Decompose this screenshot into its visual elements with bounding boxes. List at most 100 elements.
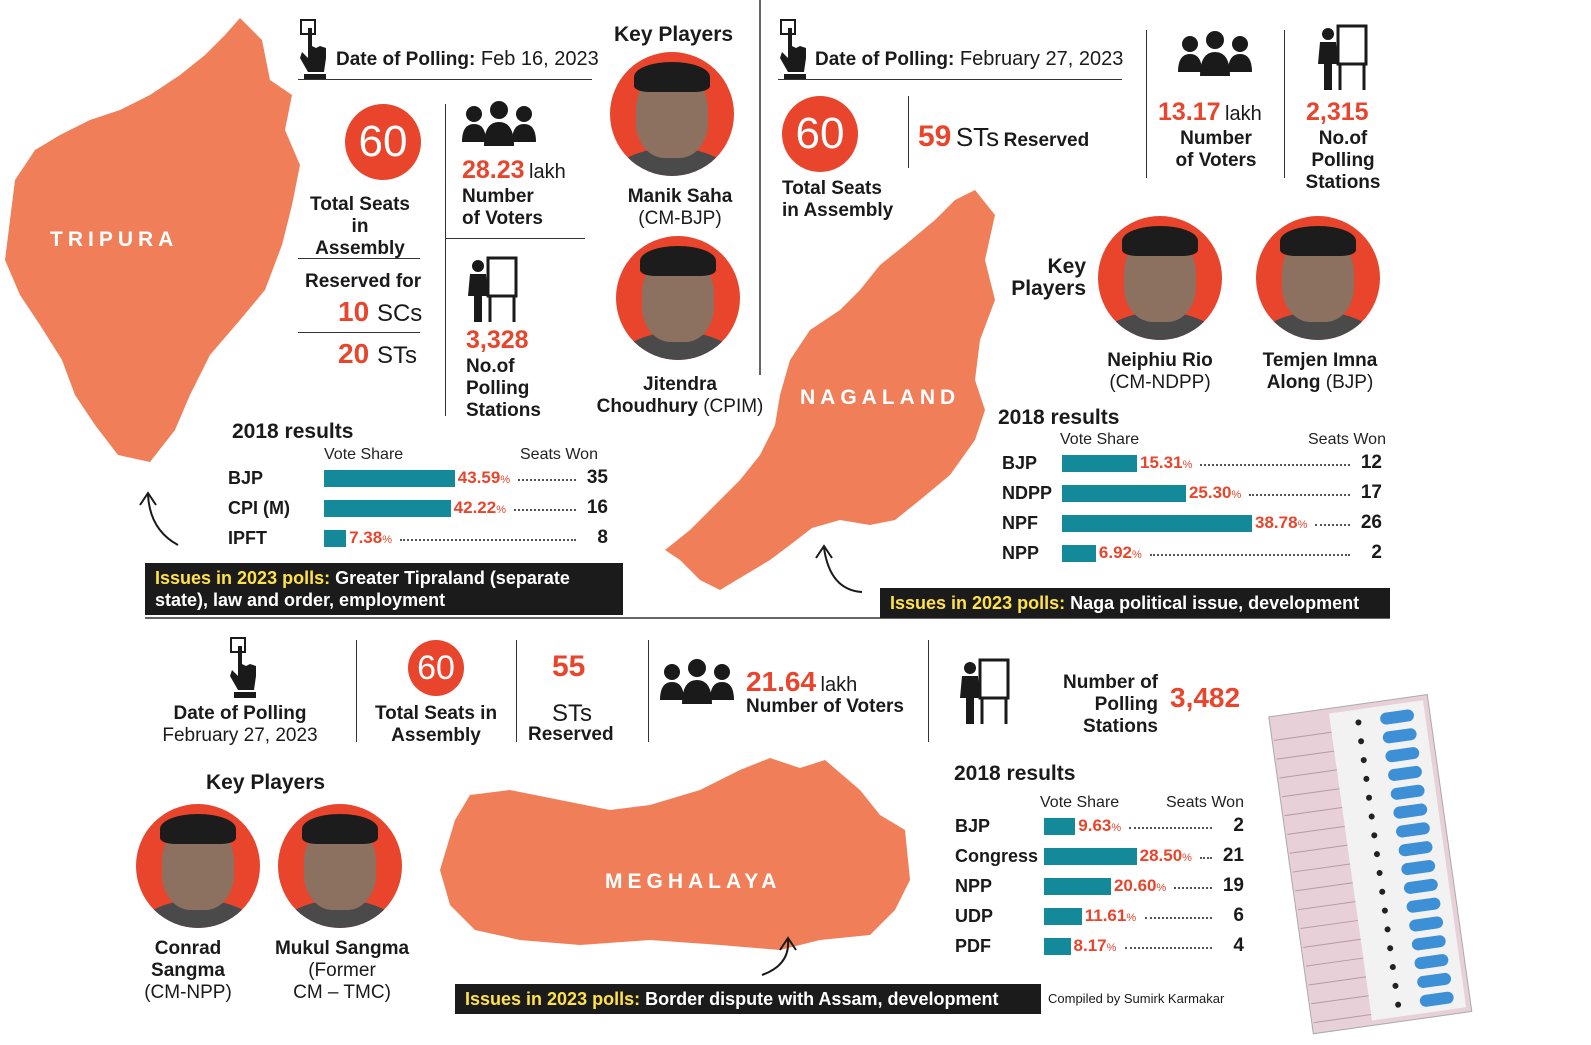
- nagaland-voters-label: Number of Voters: [1175, 128, 1257, 171]
- leader-dots: [400, 539, 576, 541]
- leader-dots: [513, 509, 576, 511]
- credit-line: Compiled by Sumirk Karmakar: [1048, 991, 1225, 1006]
- nagaland-seats-circle: 60: [782, 96, 858, 172]
- nagaland-map: [665, 190, 995, 590]
- evm-indicator-dot: [1368, 813, 1375, 820]
- party-label-npf: NPF: [1002, 513, 1038, 533]
- evm-indicator-dot: [1379, 888, 1386, 895]
- voters-icon: [1178, 31, 1252, 76]
- vote-share-bar-bjp: [1062, 455, 1138, 472]
- nagaland-key-players-title: Key Players: [1011, 255, 1086, 300]
- temjen-imna-along-caption: Temjen Imna Along (BJP): [1262, 350, 1378, 393]
- party-label-ipft: IPFT: [228, 528, 267, 548]
- evm-vote-button: [1406, 897, 1441, 913]
- evm-row-line: [1284, 807, 1343, 817]
- meghalaya-voters-count: 21.64 lakh: [746, 666, 858, 697]
- tripura-voters-count: 28.23 lakh: [462, 156, 566, 184]
- evm-vote-button: [1398, 841, 1433, 857]
- vote-share-label-npp: 6.92%: [1098, 543, 1142, 562]
- meghalaya-seats-won-header: Seats Won: [1166, 794, 1244, 811]
- leader-dots: [517, 479, 576, 481]
- meghalaya-st-count: 55: [552, 650, 586, 683]
- meghalaya-polling-date: Date of Polling February 27, 2023: [162, 703, 318, 746]
- meghalaya-vote-share-header: Vote Share: [1040, 794, 1120, 811]
- evm-row-line: [1287, 825, 1345, 835]
- meghalaya-stations-count: 3,482: [1170, 682, 1241, 713]
- polling-booth-icon: [1318, 24, 1368, 90]
- evm-indicator-dot: [1387, 945, 1394, 952]
- leader-dots: [1200, 464, 1350, 466]
- evm-row-line: [1274, 731, 1332, 741]
- vote-share-bar-ndpp: [1062, 485, 1186, 502]
- party-label-udp: UDP: [955, 906, 994, 926]
- vote-share-bar-pdf: [1044, 938, 1071, 955]
- seats-won-value-npp: 2: [1371, 542, 1382, 563]
- seats-won-value-pdf: 4: [1233, 935, 1244, 956]
- conrad-sangma-photo: [136, 804, 260, 928]
- vote-share-label-npp: 20.60%: [1113, 876, 1167, 895]
- evm-row-line: [1303, 938, 1361, 948]
- party-label-npp: NPP: [1002, 543, 1040, 563]
- vote-share-bar-congress: [1044, 848, 1137, 865]
- vote-share-label-npf: 38.78%: [1255, 513, 1308, 532]
- vote-share-label-ipft: 7.38%: [349, 528, 392, 547]
- manik-saha-caption: Manik Saha (CM-BJP): [627, 186, 733, 229]
- evm-indicator-dot: [1389, 964, 1396, 971]
- tripura-stations-label: No.of Polling Stations: [466, 356, 541, 421]
- temjen-imna-along-photo: [1256, 216, 1380, 340]
- nagaland-seats-label: Total Seats in Assembly: [782, 178, 894, 221]
- nagaland-stations-label: No.of Polling Stations: [1305, 128, 1381, 193]
- evm-vote-button: [1388, 765, 1422, 781]
- seats-won-value-bjp: 35: [586, 467, 608, 488]
- evm-indicator-dot: [1360, 757, 1367, 764]
- evm-row-line: [1281, 788, 1340, 798]
- nagaland-issues-banner: Issues in 2023 polls: Naga political iss…: [880, 588, 1390, 618]
- vote-share-label-bjp: 9.63%: [1078, 816, 1122, 835]
- seats-won-value-bjp: 12: [1360, 452, 1382, 473]
- evm-indicator-dot: [1366, 794, 1373, 801]
- party-label-pdf: PDF: [955, 936, 991, 956]
- evm-row-line: [1276, 750, 1335, 760]
- voters-icon: [462, 101, 536, 146]
- manik-saha-photo: [610, 52, 734, 176]
- meghalaya-stations-label: Number of Polling Stations: [1063, 672, 1158, 737]
- tripura-map-label: TRIPURA: [50, 228, 179, 251]
- vote-share-label-bjp: 15.31%: [1140, 453, 1193, 472]
- tripura-issues-banner: Issues in 2023 polls: Greater Tipraland …: [145, 563, 623, 615]
- evm-indicator-dot: [1373, 851, 1380, 858]
- evm-vote-button: [1409, 916, 1444, 932]
- evm-vote-button: [1390, 784, 1425, 800]
- evm-indicator-dot: [1392, 982, 1399, 989]
- vote-share-label-pdf: 8.17%: [1073, 936, 1117, 955]
- party-label-npp: NPP: [955, 876, 993, 896]
- vote-share-label-cpi-m: 42.22%: [453, 498, 506, 517]
- tripura-sc-count: 10 SCs: [338, 296, 423, 327]
- vote-share-bar-npf: [1062, 515, 1253, 532]
- evm-row-line: [1295, 882, 1353, 892]
- polling-booth-icon: [960, 658, 1010, 724]
- vote-share-label-bjp: 43.59%: [457, 468, 511, 487]
- leader-dots: [1173, 887, 1212, 889]
- meghalaya-seats-circle: 60: [408, 640, 464, 696]
- party-label-cpi-m: CPI (M): [228, 498, 290, 518]
- seats-won-value-ipft: 8: [597, 527, 608, 548]
- evm-row-line: [1292, 863, 1351, 873]
- evm-vote-button: [1417, 972, 1451, 988]
- vote-share-label-congress: 28.50%: [1139, 846, 1192, 865]
- meghalaya-issues-banner: Issues in 2023 polls: Border dispute wit…: [455, 984, 1041, 1014]
- evm-indicator-dot: [1384, 926, 1391, 933]
- jitendra-choudhury-photo: [616, 236, 740, 360]
- polling-booth-icon: [468, 256, 518, 322]
- seats-won-value-bjp: 2: [1233, 815, 1244, 836]
- meghalaya-map-label: MEGHALAYA: [605, 870, 782, 893]
- evm-vote-button: [1411, 935, 1446, 951]
- nagaland-vote-share-header: Vote Share: [1060, 431, 1140, 448]
- seats-won-value-congress: 21: [1222, 845, 1244, 866]
- evm-vote-button: [1380, 709, 1414, 725]
- vote-share-bar-udp: [1044, 908, 1082, 925]
- meghalaya-map: [440, 758, 910, 950]
- tripura-vote-share-header: Vote Share: [324, 446, 404, 463]
- evm-vote-button: [1385, 747, 1420, 763]
- evm-vote-button: [1414, 954, 1449, 970]
- nagaland-st-reserved: 59 STs Reserved: [918, 120, 1090, 153]
